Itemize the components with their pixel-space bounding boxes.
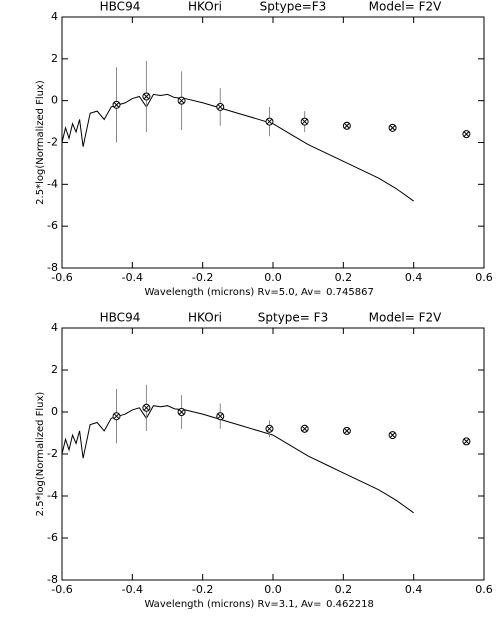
data-point [216,412,225,421]
data-point [265,117,274,126]
data-point [177,96,186,105]
point-cross [178,97,185,104]
data-point [300,424,309,433]
point-cross [463,438,470,445]
annotation: HBC94 [100,311,141,325]
data-point [177,408,186,416]
data-point [300,117,309,126]
panel: HBC94 HKOri Sptype= F3 Model= F2V -0.6 -0.4 -0… [35,311,493,611]
x-tick-label: 0.2 [335,271,353,284]
data-point [265,424,274,433]
point-cross [178,409,185,415]
annotation: Sptype= F3 [258,311,328,325]
point-cross [113,413,120,420]
av-value: 0.745867 [326,287,374,298]
x-tick-label: 0.6 [475,583,493,596]
x-tick-label: 0.0 [264,271,282,284]
plot-frame [61,327,485,581]
x-tick-label: -0.2 [192,583,213,596]
y-tick-label: -4 [47,177,58,190]
data-point [388,123,397,132]
point-cross [463,131,470,137]
x-axis-label: Wavelength (microns) Rv=3.1, Av= [144,599,321,610]
y-tick-label: -2 [47,447,58,460]
data-point [216,102,225,111]
point-cross [113,101,120,108]
x-tick-label: -0.6 [51,583,72,596]
y-tick-label: 2 [51,52,58,65]
point-cross [343,428,350,434]
x-tick-label: 0.0 [264,583,282,596]
annotation: HKOri [188,0,222,14]
data-point [388,431,397,440]
y-tick-label: -6 [47,531,58,544]
data-point [342,121,351,130]
y-axis-label: 2.5*log(Normalized Flux) [35,392,46,517]
spectrum-line [61,405,414,514]
annotation: HBC94 [100,0,141,14]
x-tick-label: 0.4 [405,583,423,596]
point-cross [143,93,150,100]
y-tick-label: 0 [51,94,58,107]
point-cross [217,413,224,420]
y-tick-label: 2 [51,363,58,376]
point-cross [389,432,396,438]
y-tick-label: -8 [47,261,58,274]
point-cross [301,425,308,432]
point-cross [217,104,224,110]
data-point [142,92,151,101]
data-point [112,412,121,421]
plot-frame [61,16,485,269]
panel: HBC94 HKOri Sptype=F3 Model= F2V -0.6 -0.4 -0.… [35,0,493,298]
x-tick-label: -0.4 [122,583,143,596]
point-cross [343,122,350,129]
data-point [142,403,151,412]
data-point [342,426,351,435]
point-cross [266,118,273,125]
x-tick-label: -0.4 [122,271,143,284]
x-tick-label: 0.6 [475,271,493,284]
y-tick-label: -8 [47,573,58,586]
spectrum-line [61,93,414,202]
annotation: Sptype=F3 [260,0,327,14]
y-axis-label: 2.5*log(Normalized Flux) [35,80,46,205]
point-cross [143,404,150,411]
data-point [462,437,471,446]
av-value: 0.462218 [326,599,374,610]
point-cross [266,425,273,432]
annotation: HKOri [188,311,222,325]
x-tick-label: 0.2 [335,583,353,596]
y-tick-label: -4 [47,489,58,502]
point-cross [389,125,396,131]
y-tick-label: -6 [47,219,58,232]
data-point [462,130,471,139]
annotation: Model= F2V [369,311,442,325]
y-tick-label: 4 [51,10,58,23]
x-tick-label: 0.4 [405,271,423,284]
annotation: Model= F2V [369,0,442,14]
x-tick-label: -0.6 [51,271,72,284]
x-axis-label: Wavelength (microns) Rv=5.0, Av= [144,287,321,298]
x-tick-label: -0.2 [192,271,213,284]
y-tick-label: 4 [51,321,58,334]
y-tick-label: 0 [51,405,58,418]
y-tick-label: -2 [47,136,58,149]
point-cross [301,118,308,125]
data-point [112,100,121,109]
